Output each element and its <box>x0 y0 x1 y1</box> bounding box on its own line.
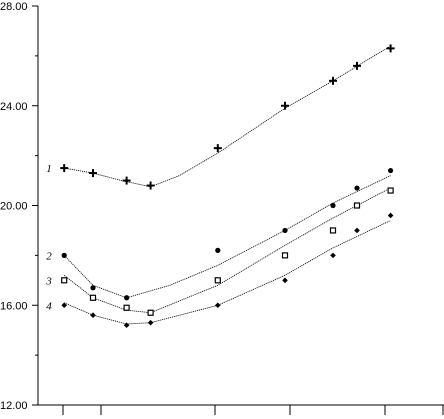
data-point-dot <box>282 227 288 234</box>
data-point-square <box>123 304 130 311</box>
data-point-square <box>61 277 68 284</box>
data-point-diamond <box>215 302 221 309</box>
series-labels: 1 2 3 4 <box>45 163 52 312</box>
data-point-plus <box>386 44 395 53</box>
data-markers <box>60 44 395 328</box>
fit-line-series-1 <box>64 45 391 188</box>
data-point-diamond <box>90 312 96 319</box>
fit-line-series-4 <box>64 220 391 325</box>
data-point-plus <box>213 144 222 153</box>
data-point-dot <box>215 247 221 253</box>
data-point-diamond <box>147 319 154 326</box>
fit-line-series-2 <box>63 175 391 299</box>
data-point-diamond <box>123 322 130 328</box>
data-point-dot <box>61 252 67 258</box>
data-point-dot <box>90 285 96 291</box>
series-label-2: 2 <box>46 250 52 262</box>
data-point-square <box>353 202 361 209</box>
data-point-square <box>214 277 221 284</box>
data-point-square <box>329 227 337 234</box>
data-point-diamond <box>61 302 67 309</box>
data-point-plus <box>89 169 97 178</box>
data-point-plus <box>329 76 337 85</box>
data-point-dot <box>388 167 394 174</box>
y-tick-label: 24.00 <box>0 101 28 113</box>
data-point-square <box>147 309 154 316</box>
data-point-diamond <box>282 277 288 284</box>
data-point-dot <box>354 185 360 191</box>
fit-lines <box>63 45 391 325</box>
data-point-diamond <box>387 212 394 219</box>
data-point-dot <box>330 202 336 209</box>
data-point-plus <box>353 61 361 70</box>
series-label-4: 4 <box>46 300 52 312</box>
fit-line-series-3 <box>63 187 391 314</box>
data-point-square <box>89 294 97 301</box>
data-point-plus <box>281 101 289 110</box>
series-label-3: 3 <box>45 275 52 287</box>
data-point-square <box>387 187 394 194</box>
data-point-diamond <box>330 252 336 259</box>
data-point-square <box>281 252 289 259</box>
data-point-dot <box>124 295 130 301</box>
data-point-plus <box>60 164 69 173</box>
y-tick-label: 20.00 <box>0 201 28 213</box>
series-label-1: 1 <box>46 163 52 175</box>
y-tick-label: 12.00 <box>0 400 28 412</box>
data-point-plus <box>122 176 131 185</box>
y-tick-label: 28.00 <box>0 1 28 13</box>
data-point-plus <box>146 181 155 190</box>
y-tick-label: 16.00 <box>0 300 28 312</box>
data-point-diamond <box>354 227 360 234</box>
